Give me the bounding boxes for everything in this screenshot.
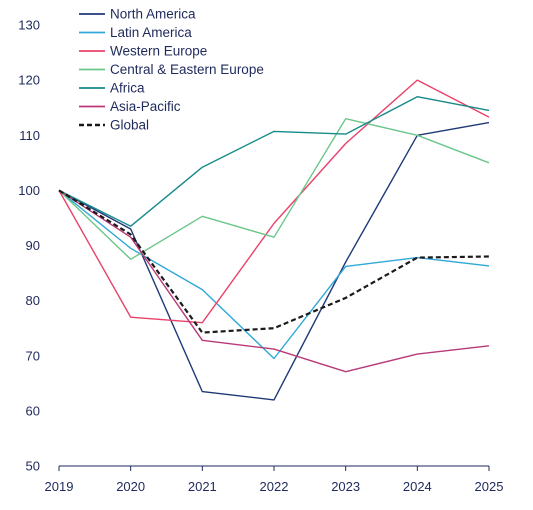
x-axis-ticks: 2019 2020 2021 2022 2023 2024 2025: [45, 466, 504, 494]
x-tick-label: 2020: [116, 479, 145, 494]
x-tick-label: 2023: [331, 479, 360, 494]
x-tick-label: 2022: [260, 479, 289, 494]
legend-label: Global: [110, 118, 149, 133]
series-line-central-eastern-europe: [58, 117, 490, 260]
series-line-asia-pacific: [58, 189, 490, 373]
y-tick-label: 50: [26, 459, 40, 474]
series-lines: [58, 79, 490, 401]
y-tick-label: 60: [26, 403, 40, 418]
y-tick-label: 80: [26, 293, 40, 308]
y-tick-label: 100: [18, 183, 40, 198]
y-tick-label: 70: [26, 348, 40, 363]
x-tick-label: 2021: [188, 479, 217, 494]
legend-label: Africa: [110, 81, 145, 96]
y-tick-label: 120: [18, 73, 40, 88]
x-tick-label: 2024: [403, 479, 432, 494]
legend: North America Latin America Western Europe…: [79, 7, 264, 133]
series-line-latin-america: [58, 189, 490, 360]
legend-label: Asia-Pacific: [110, 99, 181, 114]
x-tick-label: 2019: [45, 479, 74, 494]
legend-label: Western Europe: [110, 44, 207, 59]
legend-label: Latin America: [110, 25, 192, 40]
legend-label: North America: [110, 7, 196, 22]
y-tick-label: 130: [18, 18, 40, 33]
y-tick-label: 90: [26, 238, 40, 253]
y-axis-ticks: 50 60 70 80 90 100 110 120 130: [18, 18, 40, 474]
y-tick-label: 110: [19, 128, 40, 143]
series-line-africa: [58, 95, 490, 227]
legend-label: Central & Eastern Europe: [110, 62, 264, 77]
series-line-global: [58, 189, 490, 334]
series-line-western-europe: [58, 79, 490, 324]
x-tick-label: 2025: [475, 479, 504, 494]
